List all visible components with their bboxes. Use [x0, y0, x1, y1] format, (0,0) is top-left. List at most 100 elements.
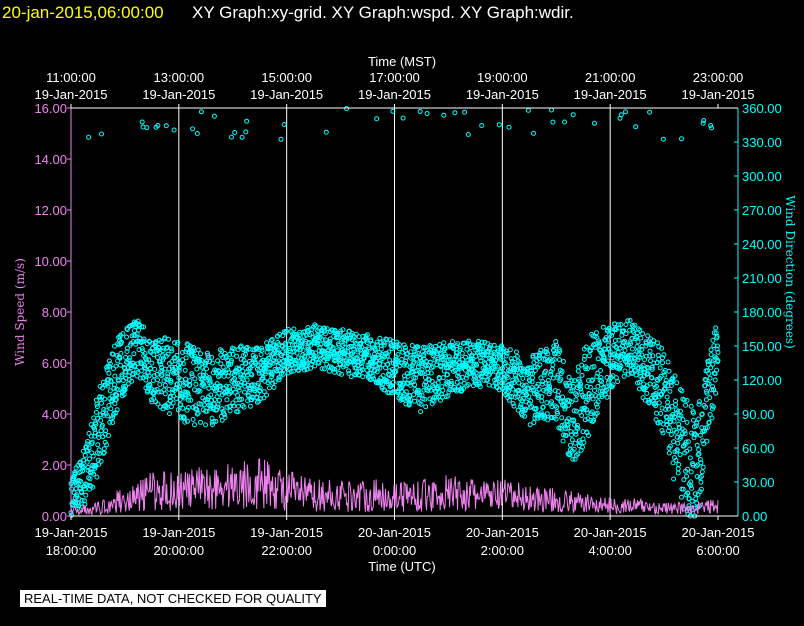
wdir-point	[255, 381, 261, 386]
wdir-point	[526, 394, 532, 400]
wdir-point	[428, 387, 434, 393]
wdir-point	[316, 360, 322, 366]
wdir-point	[555, 411, 560, 416]
wdir-point	[86, 134, 92, 140]
wdir-point	[381, 342, 387, 348]
wdir-point	[623, 322, 629, 328]
wdir-point	[435, 380, 441, 386]
wdir-point	[266, 385, 272, 391]
wdir-point	[706, 370, 712, 376]
wdir-point	[616, 322, 622, 328]
wdir-point	[208, 405, 214, 411]
wdir-point	[98, 417, 104, 423]
wdir-point	[448, 378, 454, 384]
wdir-point	[549, 404, 555, 410]
wdir-point	[101, 446, 107, 452]
wdir-point	[698, 479, 704, 485]
wdir-point	[517, 360, 523, 366]
y-axis-right-label: Wind Direction (degrees)	[783, 195, 797, 349]
wdir-point	[269, 337, 275, 342]
wdir-point	[249, 382, 255, 388]
wdir-point	[83, 492, 89, 498]
wdir-point	[152, 366, 158, 372]
wdir-point	[568, 432, 574, 438]
wdir-point	[327, 368, 332, 374]
wdir-point	[281, 122, 287, 127]
wdir-point	[698, 460, 704, 466]
wdir-point	[418, 409, 424, 415]
wdir-point	[91, 415, 97, 421]
wdir-point	[580, 444, 585, 450]
wdir-point	[698, 473, 704, 479]
wdir-point	[568, 399, 574, 405]
x-top-tick-time: 17:00:00	[369, 70, 420, 85]
wdir-point	[229, 378, 235, 384]
wdir-point	[278, 136, 284, 142]
wdir-point	[568, 429, 574, 434]
wdir-point	[426, 376, 431, 382]
wdir-point	[86, 445, 92, 451]
wdir-point	[586, 433, 591, 438]
wdir-point	[425, 388, 431, 394]
wdir-point	[605, 358, 611, 364]
wdir-point	[623, 343, 629, 349]
wdir-point	[215, 404, 221, 410]
wdir-point	[211, 419, 217, 424]
wdir-point	[99, 385, 105, 391]
wdir-point	[663, 377, 669, 383]
wdir-point	[126, 357, 132, 363]
wdir-point	[478, 373, 484, 379]
wdir-point	[236, 387, 242, 393]
wdir-point	[213, 418, 219, 424]
wdir-point	[666, 450, 672, 456]
wdir-point	[583, 366, 589, 372]
wdir-point	[638, 335, 644, 341]
wdir-point	[709, 415, 715, 421]
wdir-point	[146, 373, 152, 379]
wdir-point	[282, 330, 288, 336]
wdir-point	[658, 411, 664, 416]
wdir-point	[556, 357, 562, 363]
wdir-point	[227, 352, 233, 357]
wdir-point	[173, 358, 178, 364]
wdir-point	[223, 383, 229, 389]
wdir-point	[417, 392, 423, 398]
wdir-point	[201, 402, 207, 408]
wdir-point	[538, 410, 544, 416]
y-right-tick-label: 360.00	[742, 101, 782, 116]
wdir-point	[122, 387, 128, 393]
wdir-point	[247, 365, 253, 371]
wdir-point	[622, 338, 628, 344]
wdir-point	[183, 376, 189, 382]
wdir-point	[629, 323, 635, 328]
wdir-point	[496, 122, 502, 128]
y-left-tick-label: 8.00	[42, 305, 67, 320]
wdir-point	[535, 415, 541, 421]
wdir-point	[171, 127, 177, 133]
wdir-point	[582, 353, 588, 359]
wdir-point	[662, 372, 668, 378]
wdir-point	[142, 363, 147, 369]
wdir-point	[568, 442, 573, 448]
wdir-point	[644, 390, 650, 396]
y-left-tick-label: 6.00	[42, 356, 67, 371]
wdir-point	[99, 131, 104, 137]
wdir-point	[632, 356, 638, 362]
wdir-point	[236, 366, 242, 372]
wdir-point	[521, 388, 527, 394]
x-top-tick-date: 19-Jan-2015	[466, 87, 539, 102]
wdir-point	[697, 457, 703, 462]
wdir-point	[230, 400, 236, 406]
wdir-point	[572, 378, 578, 384]
wdir-point	[229, 358, 234, 363]
wdir-point	[452, 110, 458, 116]
wdir-point	[708, 365, 714, 371]
wdir-point	[440, 387, 446, 393]
y-right-tick-label: 240.00	[742, 237, 782, 252]
wdir-point	[143, 357, 149, 363]
wdir-point	[573, 397, 579, 403]
wdir-point	[427, 359, 433, 365]
wdir-point	[440, 375, 446, 381]
y-right-tick-label: 210.00	[742, 271, 782, 286]
wdir-point	[550, 362, 556, 368]
